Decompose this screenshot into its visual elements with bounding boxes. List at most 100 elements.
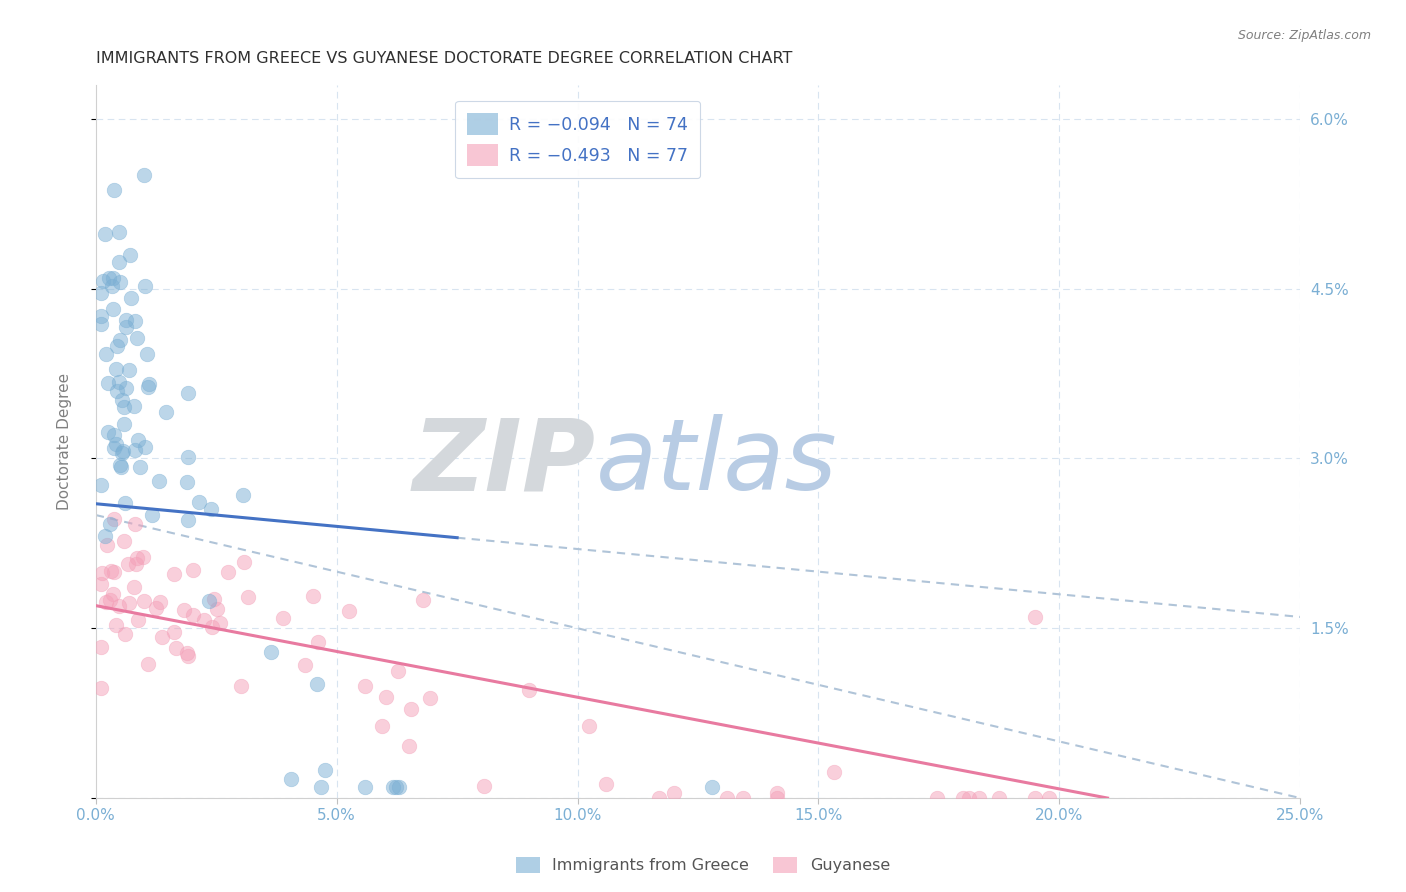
- Point: [149, 595, 172, 609]
- Point: [118, 248, 141, 262]
- Point: [108, 255, 131, 269]
- Point: [205, 602, 228, 616]
- Point: [105, 437, 128, 451]
- Point: [128, 460, 150, 475]
- Point: [354, 780, 377, 794]
- Point: [105, 361, 128, 376]
- Point: [1038, 791, 1060, 805]
- Point: [90, 285, 112, 300]
- Point: [114, 627, 136, 641]
- Text: ZIP: ZIP: [412, 415, 596, 511]
- Point: [519, 682, 541, 697]
- Point: [111, 392, 134, 407]
- Point: [112, 533, 135, 548]
- Point: [232, 488, 254, 502]
- Point: [112, 401, 135, 415]
- Point: [150, 630, 173, 644]
- Point: [716, 791, 738, 805]
- Point: [398, 739, 420, 754]
- Point: [1024, 791, 1046, 805]
- Point: [134, 440, 156, 454]
- Point: [118, 596, 141, 610]
- Point: [238, 590, 260, 604]
- Point: [307, 634, 329, 648]
- Point: [232, 555, 254, 569]
- Point: [97, 270, 120, 285]
- Text: atlas: atlas: [596, 415, 837, 511]
- Point: [136, 380, 159, 394]
- Legend: Immigrants from Greece, Guyanese: Immigrants from Greece, Guyanese: [509, 850, 897, 880]
- Point: [200, 502, 222, 516]
- Point: [823, 765, 845, 780]
- Point: [314, 764, 336, 778]
- Point: [114, 496, 136, 510]
- Point: [97, 376, 120, 390]
- Point: [127, 433, 149, 447]
- Point: [127, 614, 149, 628]
- Point: [957, 791, 980, 805]
- Point: [382, 780, 405, 794]
- Point: [132, 593, 155, 607]
- Point: [98, 593, 121, 607]
- Point: [96, 538, 118, 552]
- Point: [104, 618, 127, 632]
- Point: [103, 428, 125, 442]
- Text: Source: ZipAtlas.com: Source: ZipAtlas.com: [1237, 29, 1371, 42]
- Point: [271, 610, 294, 624]
- Point: [578, 719, 600, 733]
- Point: [988, 791, 1011, 805]
- Point: [124, 517, 146, 532]
- Point: [125, 550, 148, 565]
- Point: [94, 594, 117, 608]
- Point: [201, 620, 224, 634]
- Point: [124, 399, 146, 413]
- Point: [110, 458, 132, 472]
- Point: [132, 169, 155, 183]
- Point: [90, 681, 112, 695]
- Point: [97, 425, 120, 439]
- Point: [967, 791, 990, 805]
- Point: [181, 563, 204, 577]
- Point: [177, 649, 200, 664]
- Point: [260, 644, 283, 658]
- Point: [136, 657, 159, 671]
- Point: [733, 791, 755, 805]
- Point: [1024, 610, 1046, 624]
- Point: [122, 580, 145, 594]
- Point: [302, 589, 325, 603]
- Point: [125, 331, 148, 345]
- Point: [90, 576, 112, 591]
- Point: [101, 302, 124, 317]
- Point: [117, 362, 139, 376]
- Point: [132, 549, 155, 564]
- Point: [294, 657, 316, 672]
- Point: [90, 477, 112, 491]
- Legend: R = −0.094   N = 74, R = −0.493   N = 77: R = −0.094 N = 74, R = −0.493 N = 77: [456, 101, 700, 178]
- Point: [595, 777, 617, 791]
- Text: IMMIGRANTS FROM GREECE VS GUYANESE DOCTORATE DEGREE CORRELATION CHART: IMMIGRANTS FROM GREECE VS GUYANESE DOCTO…: [96, 51, 792, 66]
- Point: [112, 417, 135, 431]
- Point: [208, 615, 231, 630]
- Point: [702, 780, 724, 794]
- Point: [193, 613, 215, 627]
- Point: [188, 495, 211, 509]
- Point: [103, 512, 125, 526]
- Point: [181, 607, 204, 622]
- Point: [134, 279, 156, 293]
- Point: [165, 641, 187, 656]
- Point: [925, 791, 948, 805]
- Point: [111, 443, 134, 458]
- Point: [93, 227, 115, 241]
- Point: [90, 317, 112, 331]
- Point: [662, 786, 685, 800]
- Point: [375, 690, 398, 705]
- Point: [124, 314, 146, 328]
- Point: [108, 275, 131, 289]
- Point: [163, 624, 186, 639]
- Point: [217, 565, 239, 579]
- Point: [176, 475, 198, 489]
- Point: [135, 347, 157, 361]
- Point: [115, 313, 138, 327]
- Point: [101, 587, 124, 601]
- Point: [90, 640, 112, 654]
